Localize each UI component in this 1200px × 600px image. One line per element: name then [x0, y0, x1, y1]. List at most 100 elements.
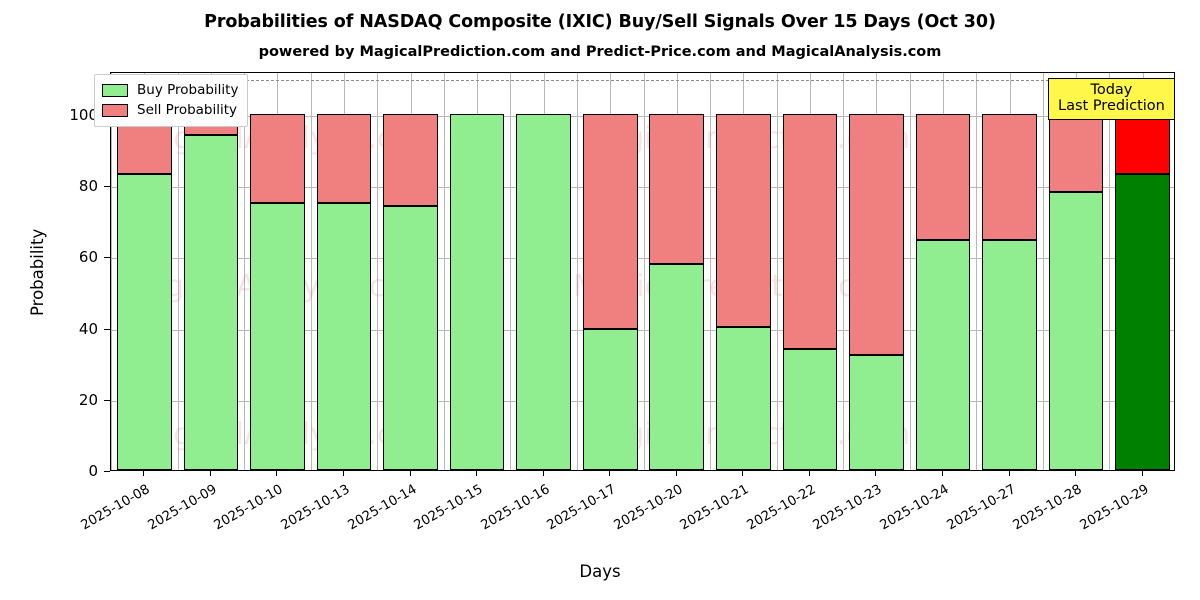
bar-segment-buy[interactable] — [183, 135, 239, 470]
bar-segment-buy[interactable] — [449, 113, 505, 470]
bar-segment-buy[interactable] — [582, 328, 638, 470]
bar-group[interactable] — [849, 73, 904, 470]
bar-segment-sell[interactable] — [1115, 113, 1170, 175]
y-tick-mark — [104, 257, 110, 259]
bar-group[interactable] — [316, 73, 372, 470]
bar-segment-sell[interactable] — [915, 113, 971, 240]
bar-segment-buy[interactable] — [982, 239, 1037, 470]
bar-group[interactable] — [183, 73, 239, 470]
plot-area: MagicalAnalysis.comMagicaPrediction.comM… — [110, 72, 1175, 471]
x-tick-mark — [409, 471, 411, 476]
today-annotation-line1: Today — [1090, 82, 1133, 98]
gridline-vertical — [909, 73, 911, 470]
gridline-horizontal — [111, 258, 1174, 260]
y-tick-label: 40 — [78, 319, 98, 338]
gridline-vertical — [443, 73, 445, 470]
x-tick-mark — [276, 471, 278, 476]
x-axis-label: Days — [579, 562, 621, 581]
x-tick-mark — [542, 471, 544, 476]
gridline-vertical — [643, 73, 645, 470]
gridline-vertical — [111, 73, 112, 470]
x-tick-mark — [143, 471, 145, 476]
gridline-vertical — [1042, 73, 1044, 470]
x-tick-mark — [808, 471, 810, 476]
bar-segment-sell[interactable] — [982, 113, 1037, 240]
y-tick-label: 80 — [78, 177, 98, 195]
legend-item-label: Sell Probability — [137, 102, 238, 118]
bar-group[interactable] — [982, 73, 1037, 470]
bar-segment-buy[interactable] — [316, 202, 372, 470]
bar-segment-buy[interactable] — [116, 174, 172, 470]
bar-segment-sell[interactable] — [716, 113, 771, 327]
x-tick-mark — [1075, 471, 1077, 476]
legend-item-label: Buy Probability — [137, 82, 239, 98]
bar-group[interactable] — [116, 73, 172, 470]
bar-segment-buy[interactable] — [1048, 192, 1104, 470]
y-tick-mark — [104, 328, 110, 330]
gridline-vertical — [377, 73, 379, 470]
bar-segment-buy[interactable] — [782, 348, 838, 470]
bar-group[interactable] — [383, 73, 438, 470]
x-tick-mark — [209, 471, 211, 476]
legend-item[interactable]: Sell Probability — [102, 100, 238, 120]
bar-group[interactable] — [716, 73, 771, 470]
y-axis-label: Probability — [28, 228, 47, 316]
bar-segment-sell[interactable] — [383, 113, 438, 207]
bar-segment-sell[interactable] — [316, 113, 372, 203]
y-tick-mark — [104, 471, 110, 472]
gridline-vertical — [244, 73, 246, 470]
bar-group[interactable] — [1115, 73, 1170, 470]
gridline-horizontal — [111, 400, 1174, 402]
chart-legend: Buy Probability Sell Probability — [94, 74, 249, 127]
y-tick-label: 60 — [78, 248, 98, 267]
gridline-vertical — [576, 73, 578, 470]
y-tick-label: 100 — [69, 105, 98, 124]
bar-segment-buy[interactable] — [849, 354, 904, 470]
gridline-vertical — [177, 73, 179, 470]
bar-segment-sell[interactable] — [250, 113, 305, 203]
gridline-vertical — [776, 73, 778, 470]
x-tick-mark — [476, 471, 478, 476]
bar-group[interactable] — [516, 73, 571, 470]
legend-swatch-icon — [102, 83, 128, 97]
bar-segment-buy[interactable] — [1115, 174, 1170, 470]
bar-group[interactable] — [449, 73, 505, 470]
x-tick-mark — [675, 471, 677, 476]
bar-group[interactable] — [782, 73, 838, 470]
bar-segment-buy[interactable] — [516, 113, 571, 470]
gridline-horizontal — [111, 329, 1174, 331]
bar-segment-sell[interactable] — [849, 113, 904, 355]
page-title: Probabilities of NASDAQ Composite (IXIC)… — [204, 12, 996, 32]
gridline-vertical — [710, 73, 712, 470]
legend-item[interactable]: Buy Probability — [102, 80, 238, 100]
gridline-horizontal — [111, 187, 1174, 188]
bar-segment-buy[interactable] — [250, 202, 305, 470]
bar-group[interactable] — [582, 73, 638, 470]
x-tick-mark — [942, 471, 944, 476]
bar-segment-buy[interactable] — [649, 264, 705, 470]
bar-segment-buy[interactable] — [716, 326, 771, 470]
y-tick-mark — [104, 399, 110, 401]
gridline-vertical — [1109, 73, 1111, 470]
gridline-vertical — [976, 73, 978, 470]
bar-segment-sell[interactable] — [649, 113, 705, 265]
gridline-vertical — [843, 73, 845, 470]
gridline-vertical — [310, 73, 312, 470]
bar-group[interactable] — [649, 73, 705, 470]
chart-subtitle: powered by MagicalPrediction.com and Pre… — [258, 44, 942, 60]
bar-group[interactable] — [915, 73, 971, 470]
y-tick-label: 20 — [78, 390, 98, 409]
y-tick-label: 0 — [88, 462, 98, 480]
today-annotation-line2: Last Prediction — [1058, 98, 1165, 115]
bar-segment-sell[interactable] — [582, 113, 638, 329]
bar-segment-buy[interactable] — [915, 239, 971, 470]
bar-group[interactable] — [1048, 73, 1104, 470]
bar-segment-buy[interactable] — [383, 206, 438, 470]
bar-segment-sell[interactable] — [782, 113, 838, 349]
x-tick-mark — [1141, 471, 1143, 476]
legend-swatch-icon — [102, 103, 128, 117]
x-tick-mark — [742, 471, 744, 476]
bar-group[interactable] — [250, 73, 305, 470]
bar-segment-sell[interactable] — [1048, 113, 1104, 193]
